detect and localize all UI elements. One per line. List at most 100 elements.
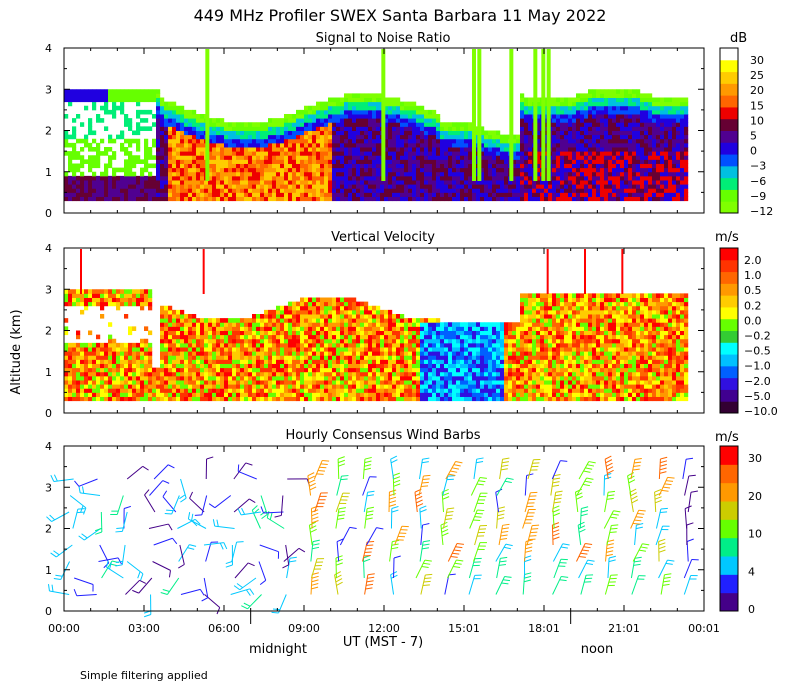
velocity-cell: [260, 388, 265, 393]
snr-cell: [668, 192, 673, 197]
snr-cell: [564, 130, 569, 136]
snr-cell: [484, 138, 489, 144]
snr-cell: [68, 159, 73, 164]
velocity-cell: [240, 355, 245, 360]
snr-cell: [308, 118, 313, 123]
snr-cell: [376, 138, 381, 144]
snr-cell: [200, 184, 205, 189]
velocity-cell: [76, 367, 81, 373]
snr-cell: [420, 109, 425, 115]
snr-cell: [420, 130, 425, 136]
snr-cell: [568, 196, 573, 202]
snr-cell: [552, 105, 557, 111]
velocity-cell: [228, 351, 233, 356]
snr-cell: [76, 89, 81, 94]
snr-cell: [80, 155, 85, 160]
snr-cell: [532, 184, 537, 189]
snr-cell: [644, 93, 649, 98]
snr-cell: [560, 134, 565, 140]
snr-cell: [208, 180, 213, 185]
snr-cell: [196, 163, 201, 169]
snr-cell: [148, 126, 153, 131]
snr-cell: [416, 126, 421, 131]
velocity-cell: [304, 342, 309, 348]
velocity-cell: [320, 355, 325, 360]
velocity-cell: [84, 371, 89, 377]
snr-cell: [624, 126, 629, 131]
velocity-cell: [240, 367, 245, 373]
velocity-cell: [296, 322, 301, 327]
velocity-cell: [232, 334, 237, 340]
snr-cell: [292, 151, 297, 156]
snr-cell: [208, 130, 213, 136]
snr-cell: [488, 196, 493, 202]
snr-cell: [124, 163, 129, 169]
snr-cell: [572, 122, 577, 127]
snr-cell: [612, 93, 617, 98]
snr-cell: [588, 147, 593, 152]
snr-cell: [544, 159, 549, 164]
snr-cell: [128, 196, 133, 202]
snr-cell: [340, 184, 345, 189]
snr-cell: [412, 109, 417, 115]
snr-cell: [300, 138, 305, 144]
snr-cell: [404, 196, 409, 202]
snr-cell: [312, 196, 317, 202]
velocity-cell: [260, 367, 265, 373]
snr-cell: [344, 130, 349, 136]
snr-cell: [108, 188, 113, 193]
velocity-cell: [188, 396, 193, 402]
snr-cell: [440, 175, 445, 181]
snr-cell: [288, 130, 293, 136]
snr-cell: [508, 184, 513, 189]
snr-cell: [328, 188, 333, 193]
snr-cell: [668, 175, 673, 181]
snr-cell: [452, 130, 457, 136]
snr-cell: [672, 97, 677, 103]
snr-cell: [404, 180, 409, 185]
snr-cell: [636, 151, 641, 156]
snr-cell: [552, 109, 557, 115]
velocity-cell: [84, 396, 89, 402]
snr-cell: [184, 134, 189, 140]
snr-cell: [608, 175, 613, 181]
velocity-cell: [272, 380, 277, 385]
snr-cell: [584, 147, 589, 152]
snr-cell: [304, 147, 309, 152]
velocity-cell: [104, 293, 109, 298]
snr-cell: [428, 167, 433, 173]
snr-cell: [100, 105, 105, 111]
snr-cell: [588, 163, 593, 169]
snr-cell: [296, 138, 301, 144]
snr-cell: [348, 93, 353, 98]
snr-cell: [464, 142, 469, 148]
snr-cell: [664, 159, 669, 164]
velocity-cell: [76, 355, 81, 360]
snr-cell: [620, 130, 625, 136]
velocity-cell: [324, 301, 329, 307]
snr-cell: [352, 126, 357, 131]
velocity-cell: [224, 384, 229, 389]
snr-cell: [372, 192, 377, 197]
snr-cell: [296, 142, 301, 148]
velocity-cell: [340, 363, 345, 369]
snr-cell: [596, 175, 601, 181]
snr-cell: [124, 180, 129, 185]
snr-cell: [268, 163, 273, 169]
snr-cell: [440, 130, 445, 136]
snr-cell: [112, 167, 117, 173]
velocity-cell: [144, 293, 149, 298]
velocity-cell: [188, 326, 193, 331]
velocity-cell: [208, 318, 213, 323]
snr-cell: [180, 147, 185, 152]
velocity-cell: [328, 322, 333, 327]
snr-cell: [524, 147, 529, 152]
velocity-cell: [88, 342, 93, 348]
snr-cell: [216, 142, 221, 148]
snr-cell: [280, 118, 285, 123]
snr-cell: [140, 175, 145, 181]
snr-cell: [200, 118, 205, 123]
velocity-cell: [212, 322, 217, 327]
snr-cell: [496, 184, 501, 189]
snr-cell: [248, 126, 253, 131]
